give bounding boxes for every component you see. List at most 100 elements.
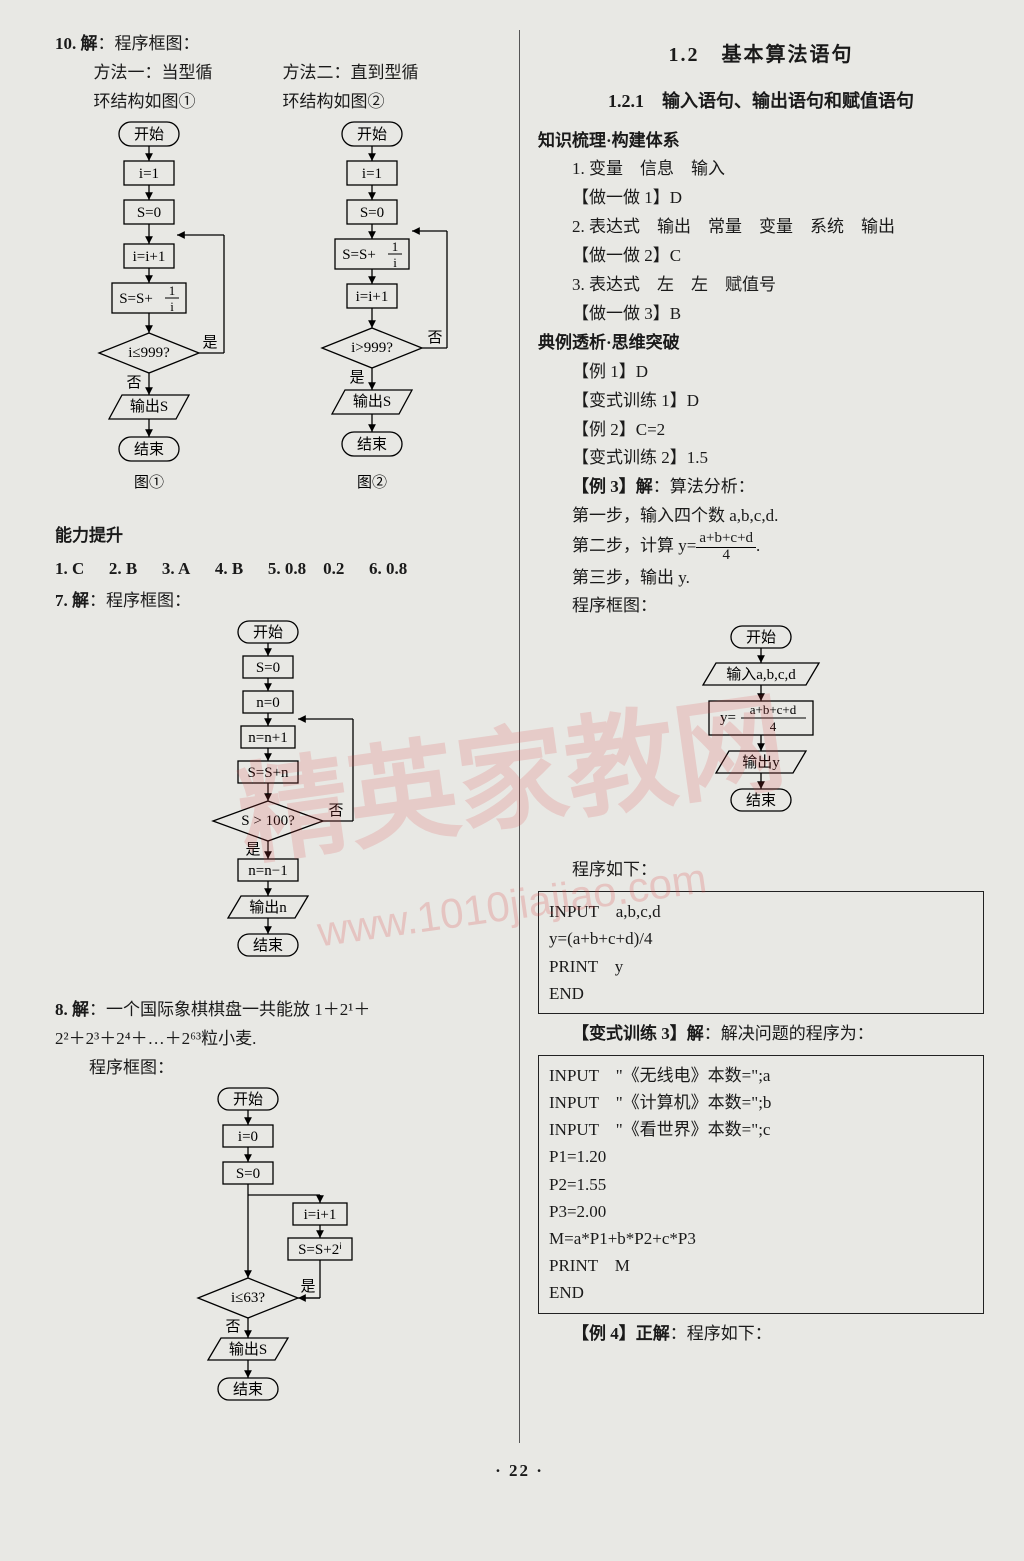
d1: 【做一做 1】D <box>538 184 984 213</box>
svg-text:S=0: S=0 <box>256 660 280 676</box>
flowchart-7: 开始 S=0 n=0 n=n+1 S=S+n S > 100? 否 是 n=n−… <box>163 616 393 996</box>
d2: 【做一做 2】C <box>538 242 984 271</box>
svg-text:否: 否 <box>328 803 343 819</box>
svg-text:输出n: 输出n <box>249 899 287 916</box>
ans4: 4. B <box>215 559 243 578</box>
k-header: 知识梳理·构建体系 <box>538 127 984 156</box>
e2: 【例 2】C=2 <box>538 416 984 445</box>
c1l2: y=(a+b+c+d)/4 <box>549 925 973 952</box>
q10-line: 10. 解：程序框图： <box>55 30 501 59</box>
ans2: 2. B <box>109 559 137 578</box>
svg-text:开始: 开始 <box>746 629 776 646</box>
ans5: 5. 0.8 0.2 <box>268 559 345 578</box>
ability-heading: 能力提升 <box>55 522 501 551</box>
step2-num: a+b+c+d <box>696 531 756 548</box>
svg-text:i: i <box>170 299 174 314</box>
f1-out: 输出S <box>130 398 168 415</box>
svg-text:n=n+1: n=n+1 <box>248 730 287 746</box>
svg-text:结束: 结束 <box>746 792 776 809</box>
svg-text:S > 100?: S > 100? <box>241 813 295 829</box>
q8-line1: 8. 解：一个国际象棋棋盘一共能放 1＋2¹＋ <box>55 996 501 1025</box>
c1l4: END <box>549 980 973 1007</box>
q8a: ：一个国际象棋棋盘一共能放 1＋2¹＋ <box>89 1000 370 1019</box>
c2l2: INPUT "《计算机》本数=";b <box>549 1089 973 1116</box>
ans1: 1. C <box>55 559 84 578</box>
e1: 【例 1】D <box>538 358 984 387</box>
ans3: 3. A <box>162 559 190 578</box>
f1-no: 否 <box>126 375 141 391</box>
svg-text:输出S: 输出S <box>229 1341 267 1358</box>
svg-text:输出y: 输出y <box>742 754 780 771</box>
flowchart-7-wrap: 开始 S=0 n=0 n=n+1 S=S+n S > 100? 否 是 n=n−… <box>55 616 501 996</box>
flowcharts-10: 开始 i=1 S=0 i=i+1 S=S+ 1 i i≤999? 是 否 输出S… <box>55 117 501 522</box>
code-box-1: INPUT a,b,c,d y=(a+b+c+d)/4 PRINT y END <box>538 891 984 1014</box>
k1: 1. 变量 信息 输入 <box>538 155 984 184</box>
e3-label: 【例 3】解 <box>572 477 653 496</box>
c1l1: INPUT a,b,c,d <box>549 898 973 925</box>
e3-text: ：算法分析： <box>653 477 755 496</box>
left-column: 10. 解：程序框图： 方法一：当型循 环结构如图① 方法二：直到型循 环结构如… <box>55 30 520 1443</box>
f1-cond: i≤999? <box>128 345 170 361</box>
e3-line: 【例 3】解：算法分析： <box>538 473 984 502</box>
ans6: 6. 0.8 <box>369 559 407 578</box>
svg-text:图②: 图② <box>357 474 387 491</box>
c2l3: INPUT "《看世界》本数=";c <box>549 1116 973 1143</box>
q8-label: 8. 解 <box>55 1000 89 1019</box>
flowchart-right: 开始 输入a,b,c,d y= a+b+c+d 4 输出y 结束 <box>661 621 861 856</box>
c2l1: INPUT "《无线电》本数=";a <box>549 1062 973 1089</box>
answers-line: 1. C 2. B 3. A 4. B 5. 0.8 0.2 6. 0.8 <box>55 555 501 584</box>
svg-text:4: 4 <box>770 719 777 734</box>
svg-text:S=S+: S=S+ <box>342 247 376 263</box>
fig1-label: 图① <box>134 474 164 491</box>
prog-label: 程序如下： <box>538 856 984 885</box>
step2b: . <box>756 536 760 555</box>
flowchart-1: 开始 i=1 S=0 i=i+1 S=S+ 1 i i≤999? 是 否 输出S… <box>64 117 269 522</box>
method2-label: 方法二：直到型循 环结构如图② <box>282 59 496 117</box>
svg-text:是: 是 <box>349 370 364 386</box>
svg-text:否: 否 <box>225 1319 240 1335</box>
page-columns: 10. 解：程序框图： 方法一：当型循 环结构如图① 方法二：直到型循 环结构如… <box>55 30 984 1443</box>
method1-label: 方法一：当型循 环结构如图① <box>59 59 273 117</box>
m2b: 环结构如图② <box>282 88 496 117</box>
right-column: 1.2 基本算法语句 1.2.1 输入语句、输出语句和赋值语句 知识梳理·构建体… <box>520 30 984 1443</box>
svg-text:y=: y= <box>720 710 736 726</box>
svg-text:开始: 开始 <box>357 126 387 143</box>
page-number: · 22 · <box>55 1457 984 1486</box>
f1-s0: S=0 <box>137 205 161 221</box>
svg-text:结束: 结束 <box>357 436 387 453</box>
m1a: 方法一：当型循 <box>59 59 273 88</box>
svg-text:输入a,b,c,d: 输入a,b,c,d <box>726 666 796 683</box>
svg-text:n=n−1: n=n−1 <box>248 863 287 879</box>
svg-text:1: 1 <box>392 239 399 254</box>
v3-label: 【变式训练 3】解 <box>572 1024 704 1043</box>
svg-text:S=S+2ⁱ: S=S+2ⁱ <box>298 1242 342 1258</box>
m1b: 环结构如图① <box>59 88 273 117</box>
c2l7: M=a*P1+b*P2+c*P3 <box>549 1225 973 1252</box>
flowchart-right-wrap: 开始 输入a,b,c,d y= a+b+c+d 4 输出y 结束 <box>538 621 984 856</box>
f1-end: 结束 <box>134 441 164 458</box>
flowchart-2: 开始 i=1 S=0 S=S+ 1 i i=i+1 i>999? 否 是 输出S… <box>287 117 492 522</box>
step3: 第三步，输出 y. <box>538 564 984 593</box>
c2l5: P2=1.55 <box>549 1171 973 1198</box>
c2l10: END <box>549 1279 973 1306</box>
svg-text:S=0: S=0 <box>360 205 384 221</box>
svg-text:i≤63?: i≤63? <box>231 1290 265 1306</box>
q7-label: 7. 解 <box>55 591 89 610</box>
d3: 【做一做 3】B <box>538 300 984 329</box>
e4-text: ：程序如下： <box>670 1324 772 1343</box>
v2: 【变式训练 2】1.5 <box>538 444 984 473</box>
svg-text:i>999?: i>999? <box>351 340 393 356</box>
q7-text: ：程序框图： <box>89 591 191 610</box>
f1-start: 开始 <box>134 126 164 143</box>
svg-text:否: 否 <box>427 330 442 346</box>
q8b: 2²＋2³＋2⁴＋…＋2⁶³粒小麦. <box>55 1025 501 1054</box>
c1l3: PRINT y <box>549 953 973 980</box>
svg-text:i=0: i=0 <box>238 1129 258 1145</box>
svg-text:i=i+1: i=i+1 <box>356 289 389 305</box>
f1-yes: 是 <box>202 335 217 351</box>
svg-text:S=S+: S=S+ <box>119 291 153 307</box>
q10-text: ：程序框图： <box>98 34 200 53</box>
step2a: 第二步，计算 y= <box>572 536 696 555</box>
q8c: 程序框图： <box>55 1054 501 1083</box>
svg-text:S=0: S=0 <box>236 1166 260 1182</box>
